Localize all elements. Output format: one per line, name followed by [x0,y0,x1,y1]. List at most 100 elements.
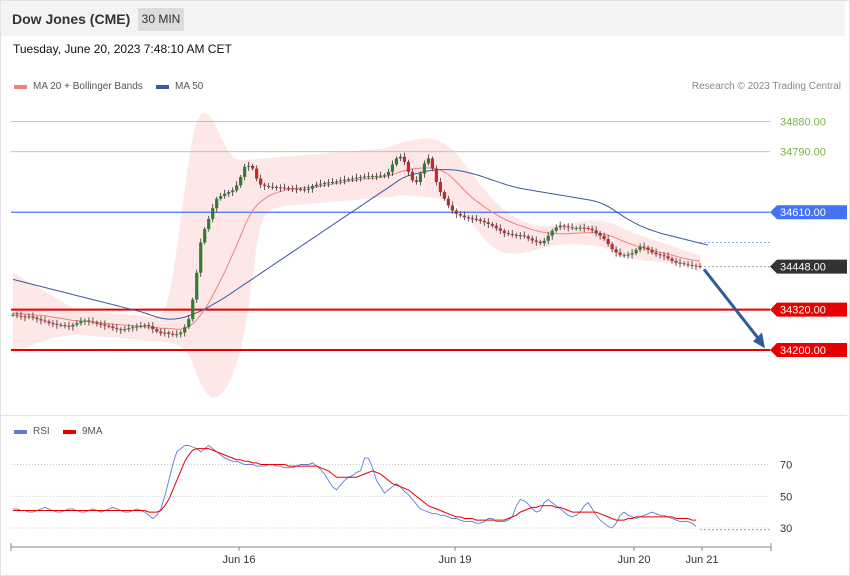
level-label-0: 34880.00 [780,117,826,129]
candle-body [35,317,39,320]
header-bar: Dow Jones (CME) 30 MIN [1,1,845,36]
candle-body [155,329,159,332]
candle-body [642,246,646,248]
candle-body [698,265,702,267]
candle-body [310,186,315,189]
candle-body [694,265,698,267]
candle-body [247,165,251,167]
candle-body [658,254,662,256]
candle-body [690,264,694,266]
candle-body [606,239,610,245]
candle-body [582,227,586,229]
candle-body [127,328,131,330]
candle-body [386,171,391,176]
candle-body [422,163,427,174]
legend-rsi: RSI [14,426,50,437]
legend-ma20: MA 20 + Bollinger Bands [14,81,143,92]
candle-body [434,168,438,182]
rsi-tick-70: 70 [780,460,792,472]
candle-body [63,325,67,327]
candle-body [510,234,514,236]
level-tag-3 [770,259,847,274]
candle-body [474,218,478,220]
candle-body [71,324,75,327]
rsi-ma-swatch-icon [63,429,76,434]
candle-body [47,321,51,324]
legend-ma50-label: MA 50 [175,81,204,92]
candle-body [294,188,299,190]
candle-body [346,179,351,181]
candle-body [454,210,458,214]
candle-body [31,316,35,318]
candle-body [458,213,462,216]
candle-body [275,187,279,189]
candle-body [650,249,654,253]
forecast-arrowhead-icon [753,332,765,349]
bollinger-band [13,113,700,398]
candle-body [99,323,103,325]
candle-body [398,156,403,159]
candle-body [179,332,183,335]
candle-body [51,323,55,325]
candle-body [290,188,295,190]
candle-body [143,325,147,327]
candle-body [83,320,87,322]
rsi-ma-line [13,448,696,521]
candle-body [167,332,171,334]
candle-body [318,183,323,185]
candle-body [426,158,430,164]
candle-body [199,242,203,273]
candle-body [103,324,107,326]
candle-body [594,230,598,234]
x-tick-label: Jun 16 [222,554,255,566]
candle-body [674,260,678,263]
candle-body [486,222,490,224]
candle-body [402,156,407,162]
candle-body [263,184,267,187]
candle-body [646,247,650,250]
candle-body [306,188,311,190]
candle-body [554,227,558,231]
candle-body [111,326,115,329]
level-tag-4 [770,302,847,317]
candle-body [191,299,195,320]
candle-body [338,180,343,182]
candle-body [354,177,359,179]
timeframe-button[interactable]: 30 MIN [138,8,184,31]
candle-body [67,325,71,327]
candle-body [478,219,482,221]
candle-body [271,186,275,188]
timestamp: Tuesday, June 20, 2023 7:48:10 AM CET [13,42,232,56]
candle-body [243,166,247,177]
candle-body [19,315,23,317]
candle-body [171,333,175,335]
candle-body [75,323,79,325]
level-tag-5 [770,343,847,357]
rsi-tick-30: 30 [780,523,792,535]
candle-body [382,175,387,177]
candle-body [530,238,534,241]
candle-body [215,198,219,209]
candle-body [87,320,91,322]
candle-body [187,319,191,328]
candle-body [666,256,670,259]
candle-body [259,178,263,185]
candle-body [446,198,450,206]
candle-body [542,240,546,244]
candle-body [590,228,594,231]
candle-body [566,226,570,228]
instrument-title: Dow Jones (CME) [12,11,131,27]
candle-body [634,249,638,254]
candle-body [502,230,506,234]
candle-body [430,158,434,169]
candle-body [183,327,187,333]
candle-body [450,205,454,211]
candle-body [574,228,578,230]
level-label-5: 34200.00 [780,345,826,357]
candle-body [123,329,127,331]
candle-body [211,208,215,219]
ma50-line [12,169,709,320]
candle-body [438,181,442,193]
candle-body [239,176,243,186]
